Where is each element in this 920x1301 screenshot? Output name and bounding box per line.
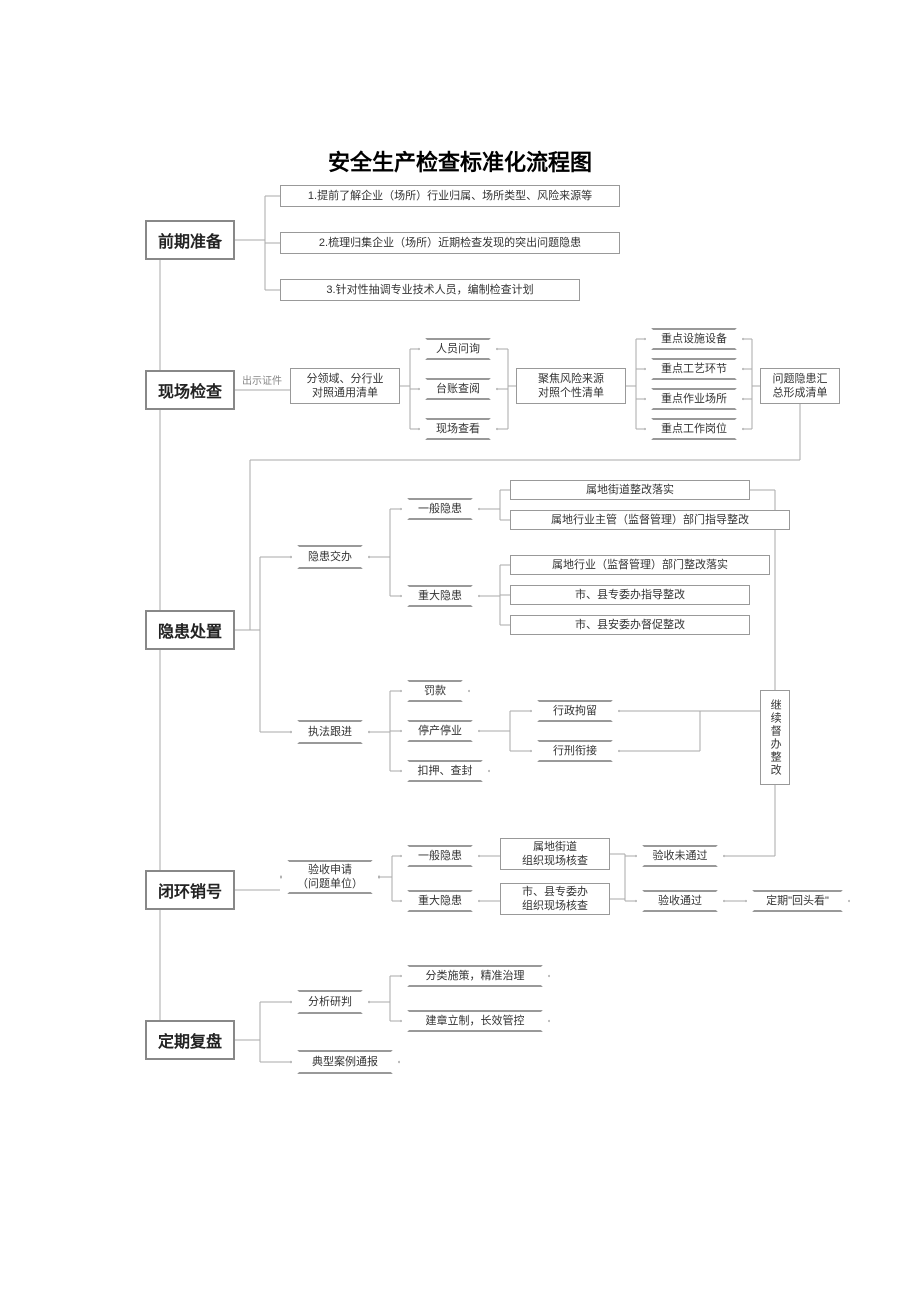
onsite-method-2: 台账查阅	[418, 378, 498, 400]
close-general: 一般隐患	[400, 845, 480, 867]
onsite-focus-4: 重点工作岗位	[644, 418, 744, 440]
onsite-col3: 聚焦风险来源 对照个性清单	[516, 368, 626, 404]
enforce-detain: 行政拘留	[530, 700, 620, 722]
close-check-1: 属地街道 组织现场核查	[500, 838, 610, 870]
close-apply: 验收申请 （问题单位）	[280, 860, 380, 894]
onsite-focus-2: 重点工艺环节	[644, 358, 744, 380]
onsite-col1: 分领域、分行业 对照通用清单	[290, 368, 400, 404]
close-check-2: 市、县专委办 组织现场核查	[500, 883, 610, 915]
stage-close: 闭环销号	[145, 870, 235, 910]
review-leaf-1: 分类施策，精准治理	[400, 965, 550, 987]
dispose-assign: 隐患交办	[290, 545, 370, 569]
dispose-general-leaf-1: 属地街道整改落实	[510, 480, 750, 500]
onsite-output: 问题隐患汇 总形成清单	[760, 368, 840, 404]
onsite-method-3: 现场查看	[418, 418, 498, 440]
review-leaf-2: 建章立制，长效管控	[400, 1010, 550, 1032]
dispose-major: 重大隐患	[400, 585, 480, 607]
close-major: 重大隐患	[400, 890, 480, 912]
review-report: 典型案例通报	[290, 1050, 400, 1074]
dispose-general: 一般隐患	[400, 498, 480, 520]
onsite-edge-label: 出示证件	[240, 372, 284, 387]
stage-review: 定期复盘	[145, 1020, 235, 1060]
stage-prep: 前期准备	[145, 220, 235, 260]
prep-item-3: 3.针对性抽调专业技术人员，编制检查计划	[280, 279, 580, 301]
close-recheck: 定期"回头看"	[745, 890, 850, 912]
enforce-stop: 停产停业	[400, 720, 480, 742]
review-analyze: 分析研判	[290, 990, 370, 1014]
onsite-focus-1: 重点设施设备	[644, 328, 744, 350]
stage-dispose: 隐患处置	[145, 610, 235, 650]
onsite-method-1: 人员问询	[418, 338, 498, 360]
stage-onsite: 现场检查	[145, 370, 235, 410]
onsite-focus-3: 重点作业场所	[644, 388, 744, 410]
close-pass: 验收通过	[635, 890, 725, 912]
dispose-enforce: 执法跟进	[290, 720, 370, 744]
enforce-fine: 罚款	[400, 680, 470, 702]
prep-item-1: 1.提前了解企业（场所）行业归属、场所类型、风险来源等	[280, 185, 620, 207]
prep-item-2: 2.梳理归集企业（场所）近期检查发现的突出问题隐患	[280, 232, 620, 254]
dispose-major-leaf-3: 市、县安委办督促整改	[510, 615, 750, 635]
dispose-continue: 继续督办整改	[760, 690, 790, 785]
enforce-criminal: 行刑衔接	[530, 740, 620, 762]
dispose-major-leaf-2: 市、县专委办指导整改	[510, 585, 750, 605]
close-fail: 验收未通过	[635, 845, 725, 867]
enforce-seize: 扣押、查封	[400, 760, 490, 782]
dispose-major-leaf-1: 属地行业（监督管理）部门整改落实	[510, 555, 770, 575]
dispose-general-leaf-2: 属地行业主管（监督管理）部门指导整改	[510, 510, 790, 530]
